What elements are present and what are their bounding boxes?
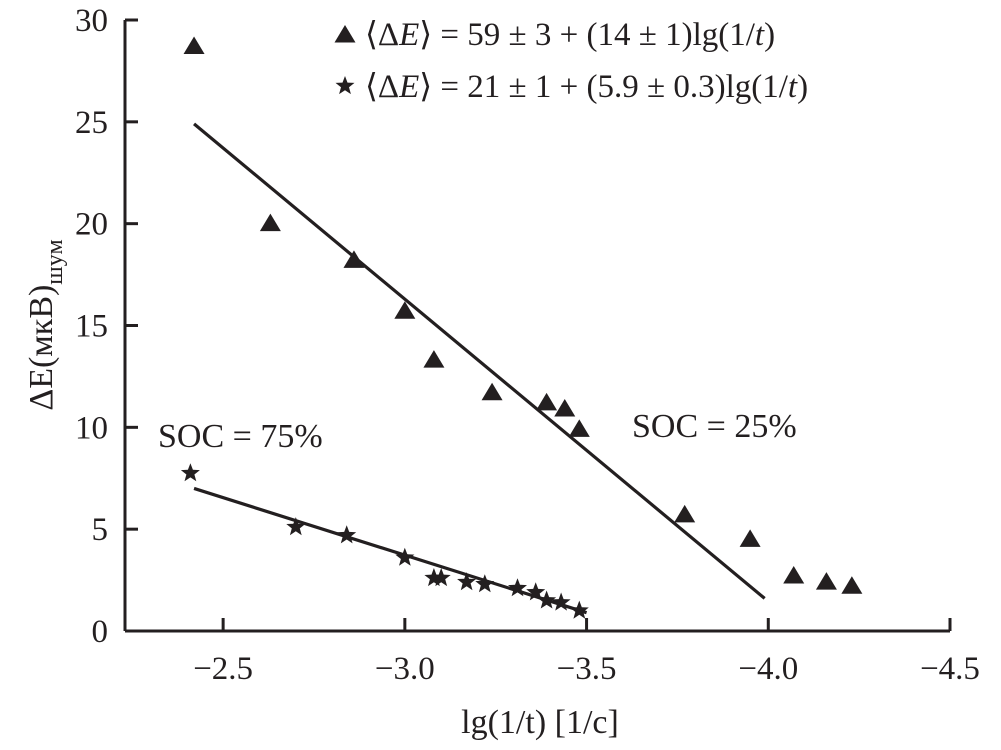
legend-marker-star xyxy=(335,76,355,95)
legend: ⟨ΔE⟩ = 59 ± 3 + (14 ± 1)lg(1/t) ⟨ΔE⟩ = 2… xyxy=(334,17,808,105)
data-point-star xyxy=(569,600,589,619)
data-point-triangle xyxy=(536,392,558,411)
data-point-star xyxy=(337,525,357,544)
y-tick-label: 20 xyxy=(75,207,108,243)
x-tick-label: −4.5 xyxy=(920,651,980,687)
data-point-triangle xyxy=(783,566,805,584)
data-point-triangle xyxy=(568,419,590,437)
legend-marker-triangle xyxy=(334,25,356,43)
data-point-triangle xyxy=(739,529,761,547)
data-point-star xyxy=(424,568,444,587)
x-tick-label: −4.0 xyxy=(738,651,798,687)
data-point-triangle xyxy=(259,213,281,232)
x-tick-label: −2.5 xyxy=(193,651,253,687)
x-tick-label: −3.0 xyxy=(375,651,435,687)
data-point-triangle xyxy=(183,36,205,54)
y-tick-label: 25 xyxy=(75,105,108,141)
x-tick-label: −3.5 xyxy=(557,651,617,687)
data-point-star xyxy=(395,547,415,566)
data-point-triangle xyxy=(674,504,696,523)
legend-entry-star: ⟨ΔE⟩ = 21 ± 1 + (5.9 ± 0.3)lg(1/t) xyxy=(365,69,808,105)
data-point-triangle xyxy=(481,382,503,401)
y-tick-label: 30 xyxy=(75,3,108,39)
data-point-triangle xyxy=(394,301,416,319)
y-axis-label-sub: шум xyxy=(42,239,68,284)
data-point-star xyxy=(286,517,306,536)
data-point-star xyxy=(431,568,451,587)
y-tick-label: 15 xyxy=(75,309,108,345)
data-point-triangle xyxy=(554,399,576,417)
axes: −2.5 −3.0 −3.5 −4.0 −4.5 0 5 10 15 20 25 30 xyxy=(75,3,980,687)
marks xyxy=(180,36,863,619)
data-point-triangle xyxy=(423,350,445,368)
data-point-triangle xyxy=(841,576,863,594)
data-point-star xyxy=(180,463,200,482)
annotation-soc25: SOC = 25% xyxy=(632,408,797,445)
data-point-star xyxy=(551,592,571,611)
fit-line-soc25 xyxy=(193,122,766,600)
fit-line-soc75 xyxy=(193,486,588,615)
data-point-star xyxy=(475,574,495,593)
y-tick-label: 5 xyxy=(92,512,109,548)
y-tick-label: 10 xyxy=(75,410,108,446)
y-axis-label-main: ΔE(мкВ) xyxy=(23,285,60,411)
data-point-star xyxy=(457,572,477,591)
data-point-triangle xyxy=(815,572,837,590)
legend-entry-triangle: ⟨ΔE⟩ = 59 ± 3 + (14 ± 1)lg(1/t) xyxy=(365,17,775,53)
annotation-soc75: SOC = 75% xyxy=(158,418,323,455)
x-axis-label: lg(1/t) [1/c] xyxy=(461,704,619,741)
data-point-star xyxy=(526,582,546,601)
data-point-triangle xyxy=(343,250,365,268)
data-point-star xyxy=(537,590,557,609)
y-tick-label: 0 xyxy=(92,614,109,650)
data-point-star xyxy=(508,578,527,597)
y-axis-label: ΔE(мкВ)шум xyxy=(23,239,68,410)
